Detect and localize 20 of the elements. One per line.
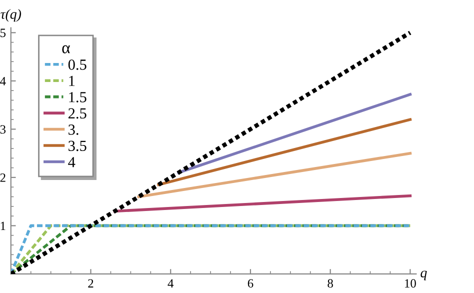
legend-title: α xyxy=(62,45,70,54)
x-tick-label: 10 xyxy=(405,279,416,288)
x-tick-label: 2 xyxy=(88,279,94,288)
x-tick-label: 4 xyxy=(168,279,174,288)
x-tick-label: 6 xyxy=(248,279,254,288)
y-tick-label: 5 xyxy=(0,28,6,38)
y-tick-label: 3 xyxy=(0,125,6,134)
legend-label: 1 xyxy=(69,76,75,86)
legend-label: 1.5 xyxy=(69,92,86,102)
legend-label: 3.5 xyxy=(68,140,86,152)
legend-label: 3. xyxy=(68,124,78,135)
y-tick-label: 1 xyxy=(0,222,6,230)
legend-label: 0.5 xyxy=(68,60,86,70)
x-tick-label: 8 xyxy=(328,279,333,288)
legend-label: 2.5 xyxy=(68,108,86,119)
legend-label: 4 xyxy=(68,157,76,168)
y-tick-label: 4 xyxy=(0,77,6,86)
y-axis-title: τ(q) xyxy=(0,9,22,22)
y-tick-label: 2 xyxy=(0,173,6,182)
x-axis-title: q xyxy=(420,270,427,280)
